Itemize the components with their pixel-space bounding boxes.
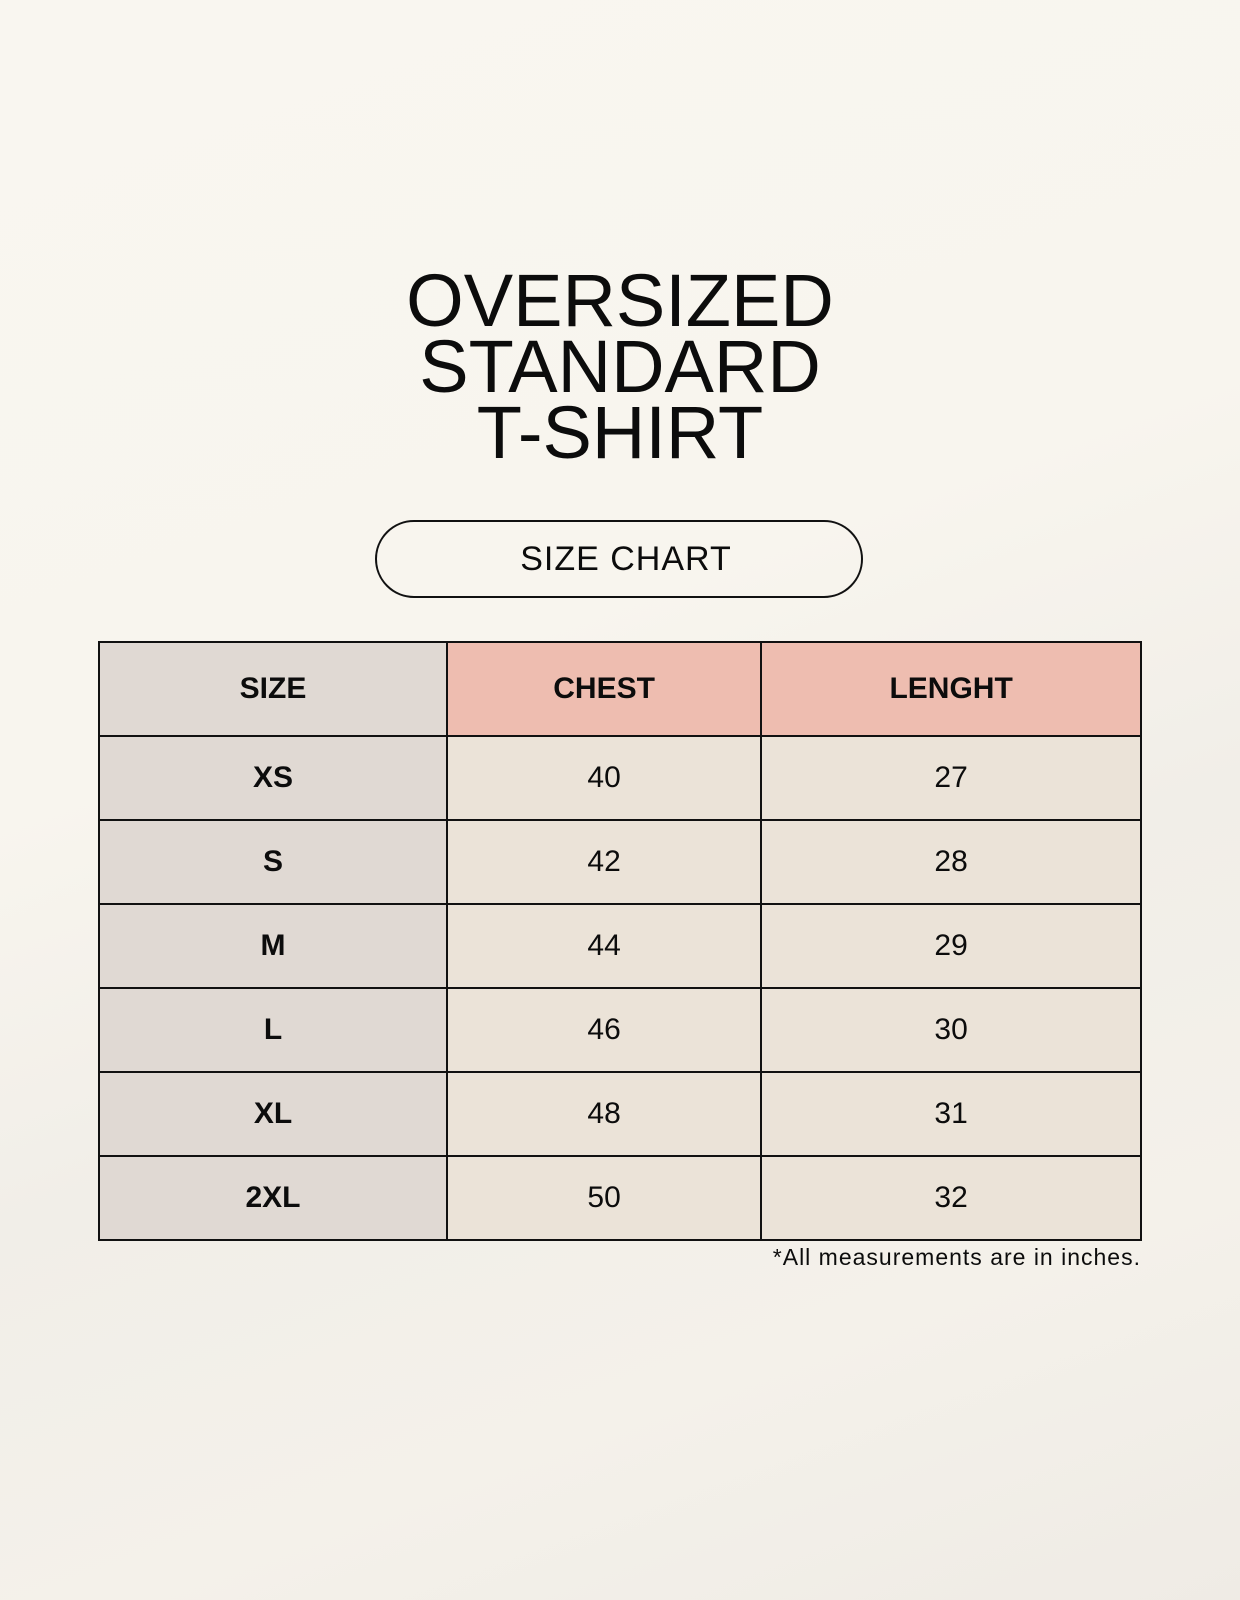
size-cell: M xyxy=(98,903,448,989)
table-row: XS 40 27 xyxy=(98,735,1142,821)
measurement-footnote: *All measurements are in inches. xyxy=(772,1244,1141,1270)
table-row: S 42 28 xyxy=(98,819,1142,905)
chest-cell: 44 xyxy=(445,903,763,989)
size-table: SIZE CHEST LENGHT XS 40 27 S 42 28 M 44 … xyxy=(98,641,1142,1241)
header-size: SIZE xyxy=(98,641,448,737)
header-chest: CHEST xyxy=(445,641,763,737)
chest-cell: 50 xyxy=(445,1155,763,1241)
title-line: STANDARD xyxy=(419,325,821,408)
size-cell: XL xyxy=(98,1071,448,1157)
title-line: T-SHIRT xyxy=(476,391,764,474)
chest-cell: 40 xyxy=(445,735,763,821)
length-cell: 32 xyxy=(760,1155,1142,1241)
header-length: LENGHT xyxy=(760,641,1142,737)
size-cell: S xyxy=(98,819,448,905)
table-row: M 44 29 xyxy=(98,903,1142,989)
length-cell: 30 xyxy=(760,987,1142,1073)
table-header-row: SIZE CHEST LENGHT xyxy=(98,641,1142,737)
size-cell: XS xyxy=(98,735,448,821)
length-cell: 29 xyxy=(760,903,1142,989)
length-cell: 31 xyxy=(760,1071,1142,1157)
length-cell: 28 xyxy=(760,819,1142,905)
chest-cell: 42 xyxy=(445,819,763,905)
size-chart-badge: SIZE CHART xyxy=(375,520,863,598)
length-cell: 27 xyxy=(760,735,1142,821)
table-row: XL 48 31 xyxy=(98,1071,1142,1157)
table-row: L 46 30 xyxy=(98,987,1142,1073)
size-cell: L xyxy=(98,987,448,1073)
chest-cell: 46 xyxy=(445,987,763,1073)
title-line: OVERSIZED xyxy=(406,259,834,342)
page-title: OVERSIZED STANDARD T-SHIRT xyxy=(0,259,1240,474)
chest-cell: 48 xyxy=(445,1071,763,1157)
table-row: 2XL 50 32 xyxy=(98,1155,1142,1241)
size-cell: 2XL xyxy=(98,1155,448,1241)
